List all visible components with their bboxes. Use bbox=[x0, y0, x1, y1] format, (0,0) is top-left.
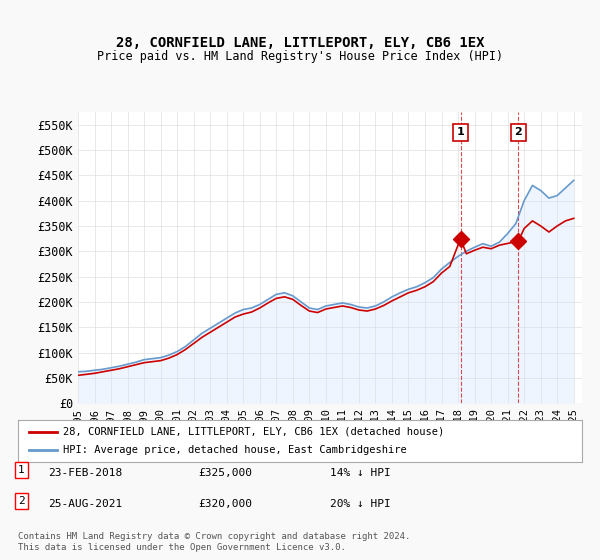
Text: 23-FEB-2018: 23-FEB-2018 bbox=[48, 468, 122, 478]
Text: £320,000: £320,000 bbox=[198, 499, 252, 509]
Text: £325,000: £325,000 bbox=[198, 468, 252, 478]
Text: 25-AUG-2021: 25-AUG-2021 bbox=[48, 499, 122, 509]
Text: Contains HM Land Registry data © Crown copyright and database right 2024.
This d: Contains HM Land Registry data © Crown c… bbox=[18, 532, 410, 552]
Text: 14% ↓ HPI: 14% ↓ HPI bbox=[330, 468, 391, 478]
Text: 20% ↓ HPI: 20% ↓ HPI bbox=[330, 499, 391, 509]
Text: 28, CORNFIELD LANE, LITTLEPORT, ELY, CB6 1EX (detached house): 28, CORNFIELD LANE, LITTLEPORT, ELY, CB6… bbox=[63, 427, 445, 437]
Text: Price paid vs. HM Land Registry's House Price Index (HPI): Price paid vs. HM Land Registry's House … bbox=[97, 50, 503, 63]
Text: HPI: Average price, detached house, East Cambridgeshire: HPI: Average price, detached house, East… bbox=[63, 445, 407, 455]
Text: 2: 2 bbox=[18, 496, 25, 506]
Text: 2: 2 bbox=[515, 127, 522, 137]
Text: 1: 1 bbox=[18, 465, 25, 475]
Text: 28, CORNFIELD LANE, LITTLEPORT, ELY, CB6 1EX: 28, CORNFIELD LANE, LITTLEPORT, ELY, CB6… bbox=[116, 36, 484, 50]
Text: 1: 1 bbox=[457, 127, 464, 137]
